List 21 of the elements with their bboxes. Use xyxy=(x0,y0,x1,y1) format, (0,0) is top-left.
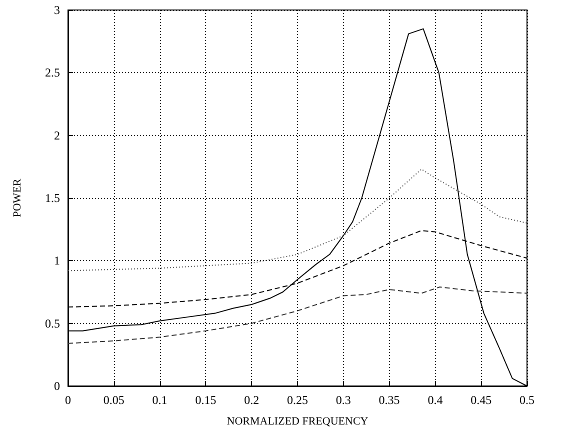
line-series xyxy=(68,286,528,344)
x-tick-label: 0.05 xyxy=(103,393,124,407)
x-tick-label: 0.5 xyxy=(520,393,534,407)
y-tick-label: 3 xyxy=(54,3,60,17)
y-tick-label: 0.5 xyxy=(45,316,60,330)
y-tick-label: 2.5 xyxy=(45,66,60,80)
y-tick-label: 2 xyxy=(54,128,60,142)
x-tick-label: 0.2 xyxy=(244,393,260,407)
x-tick-label: 0.25 xyxy=(287,393,308,407)
x-tick-label: 0.45 xyxy=(470,393,492,407)
x-tick-label: 0.3 xyxy=(336,393,351,407)
x-tick-label: 0 xyxy=(65,393,71,407)
y-tick-label: 1.5 xyxy=(45,191,60,205)
y-tick-label: 0 xyxy=(54,379,60,393)
x-tick-label: 0.15 xyxy=(195,393,216,407)
x-axis-title: NORMALIZED FREQUENCY xyxy=(226,416,368,428)
x-tick-label: 0.1 xyxy=(152,393,168,407)
x-tick-label: 0.4 xyxy=(428,393,443,407)
y-tick-label: 1 xyxy=(54,254,60,268)
x-tick-label: 0.35 xyxy=(378,393,400,407)
y-axis-title: POWER xyxy=(12,178,24,218)
